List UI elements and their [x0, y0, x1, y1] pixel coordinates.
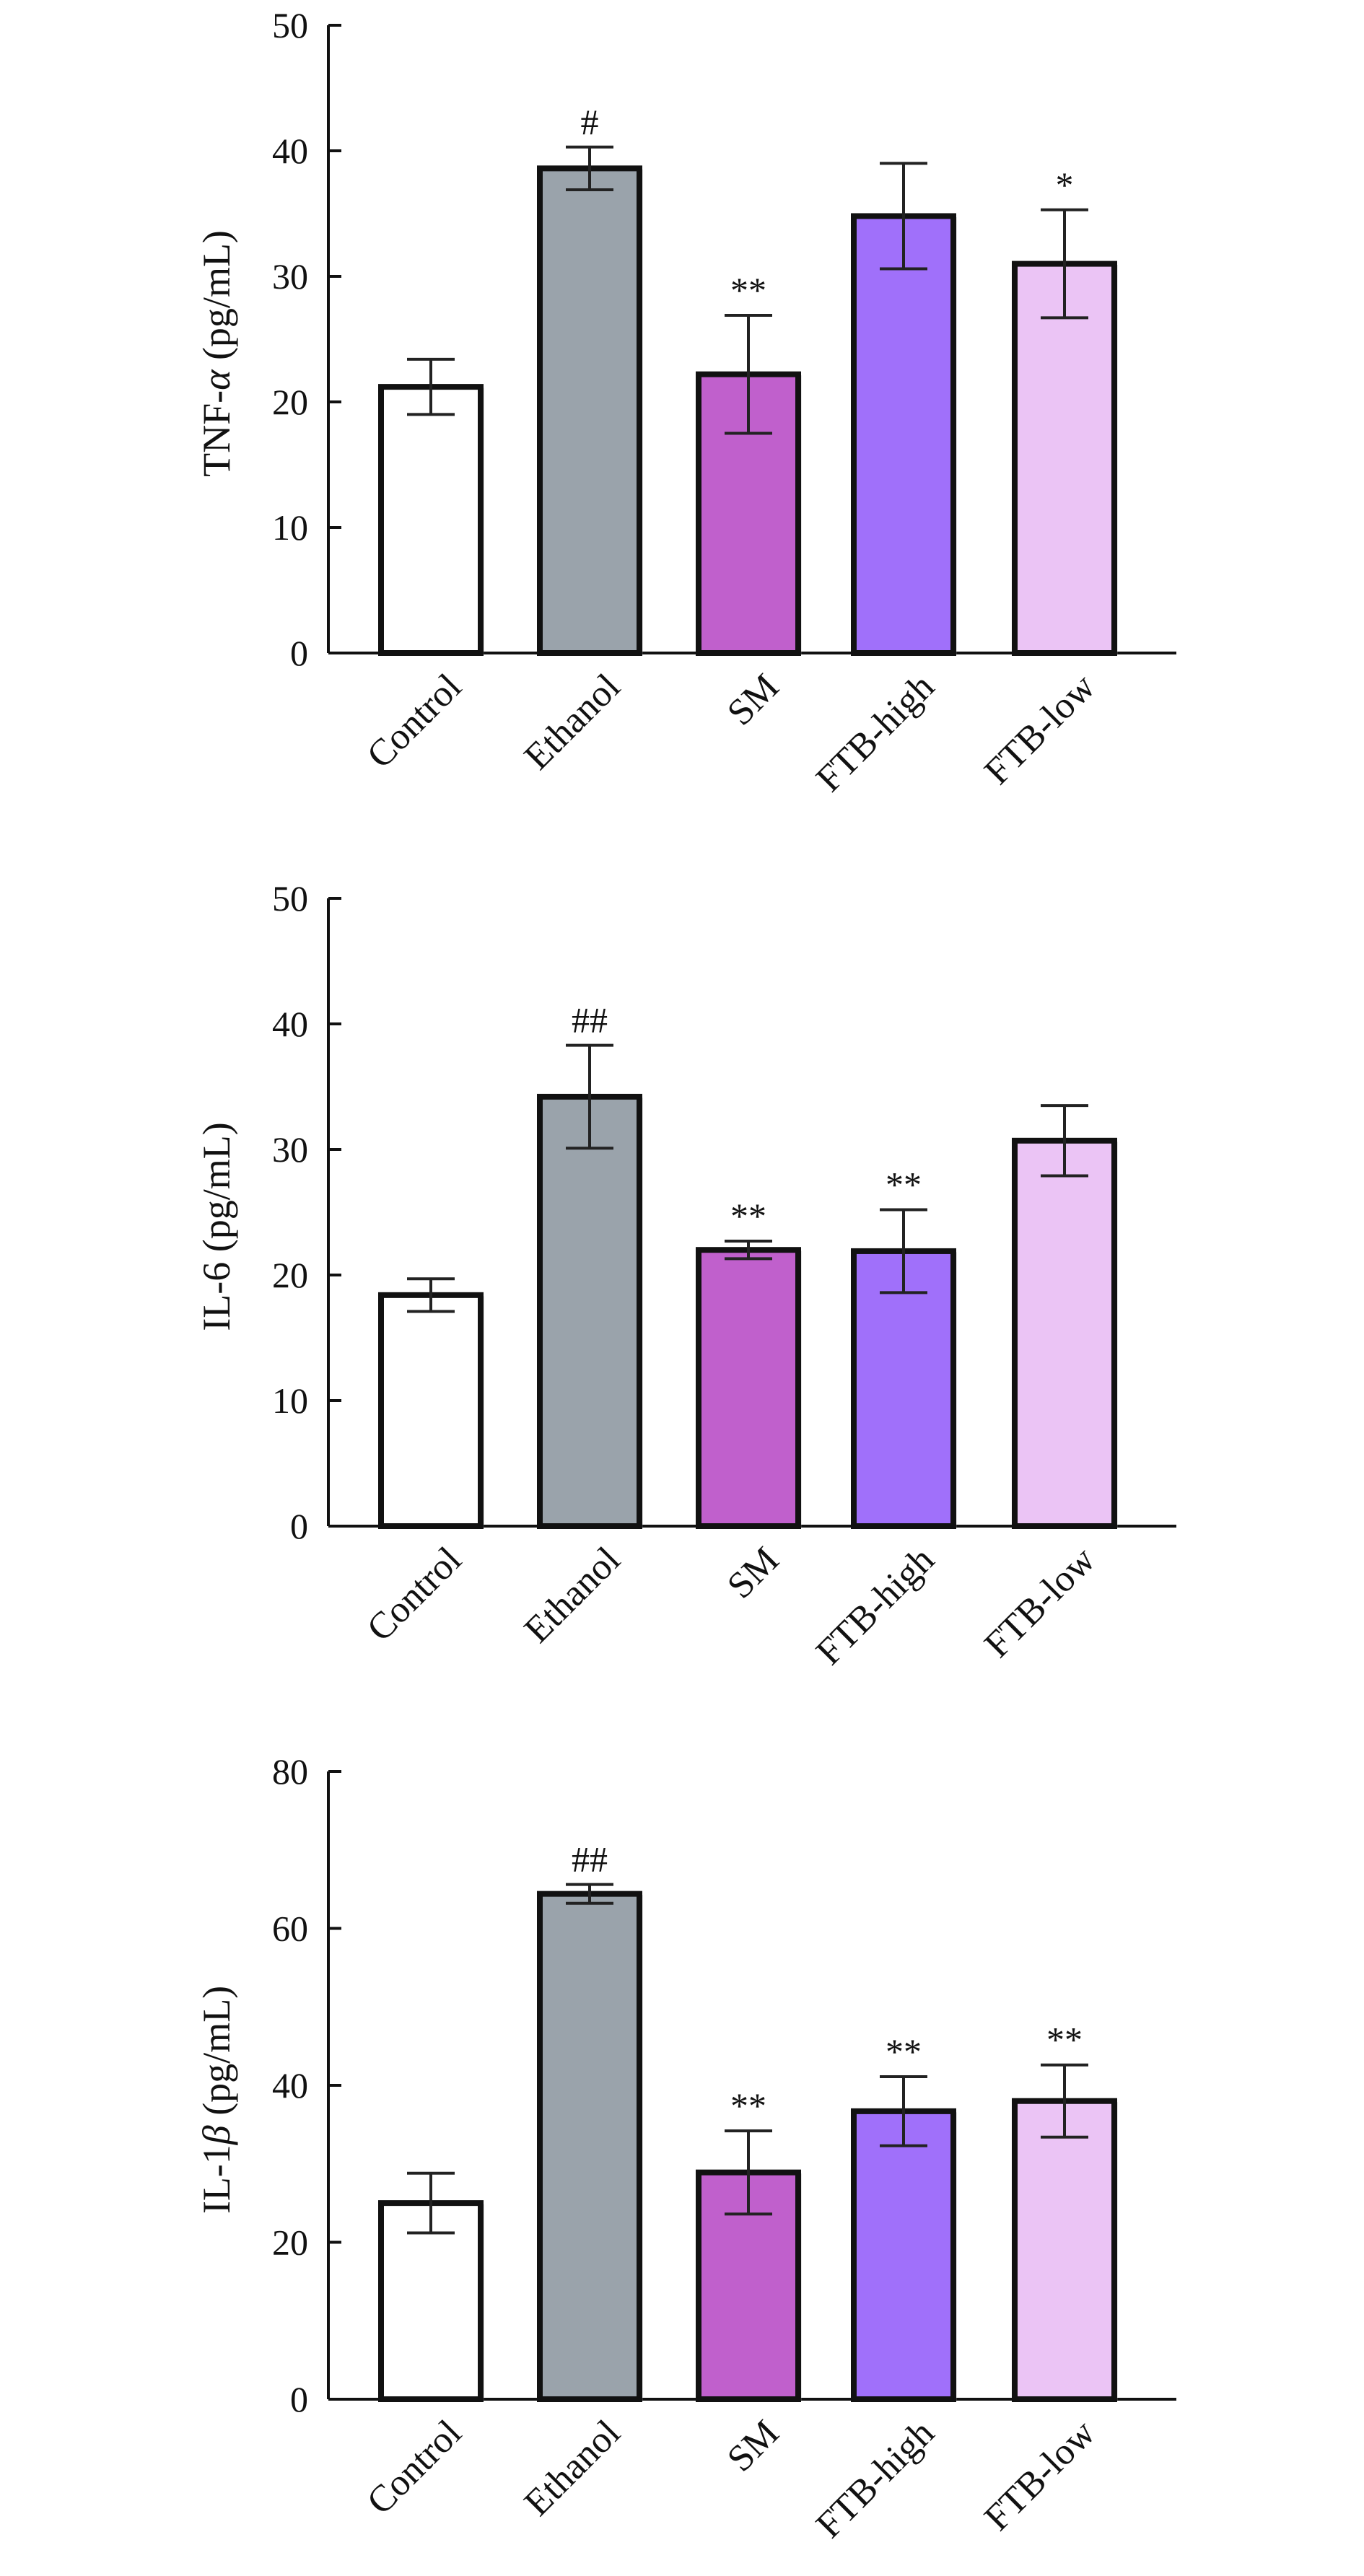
- x-category-label: FTB-high: [808, 666, 942, 799]
- chart-panel-1: 0 10 20 30 40 50 TNF-α (pg/mL) Control # Ethanol *…: [195, 5, 1176, 800]
- significance-marker: **: [730, 2085, 766, 2126]
- y-axis-label-main: TNF-: [195, 390, 238, 477]
- significance-marker: ##: [572, 1000, 608, 1041]
- bar-control: [378, 1292, 484, 1529]
- y-tick-label: 0: [290, 633, 308, 673]
- y-tick-label: 0: [290, 2379, 308, 2419]
- y-tick-label: 10: [272, 1380, 308, 1421]
- y-tick-label: 80: [272, 1751, 308, 1792]
- y-axis-label-main: IL-6: [195, 1262, 238, 1331]
- y-axis-label: IL-1β (pg/mL): [195, 1986, 238, 2214]
- y-axis-label: IL-6 (pg/mL): [195, 1122, 238, 1331]
- x-category-label: FTB-low: [976, 666, 1103, 792]
- x-category-label: Ethanol: [517, 1539, 629, 1651]
- y-tick-label: 0: [290, 1506, 308, 1546]
- bar-sm: [696, 1247, 801, 1529]
- x-category-label: Control: [359, 666, 470, 776]
- bar-ftb-high: [851, 213, 956, 657]
- y-axis-label: TNF-α (pg/mL): [195, 230, 238, 477]
- y-tick-label: 50: [272, 5, 308, 45]
- y-tick-label: 40: [272, 131, 308, 171]
- chart-panel-3: 0 20 40 60 80 IL-1β (pg/mL) Control ## Ethanol **…: [195, 1751, 1176, 2546]
- y-tick-label: 10: [272, 507, 308, 548]
- bar-control: [378, 384, 484, 656]
- bar-control: [378, 2200, 484, 2402]
- x-category-label: Ethanol: [517, 666, 629, 778]
- significance-marker: **: [886, 1165, 922, 1205]
- y-tick-label: 40: [272, 2065, 308, 2106]
- y-axis-label-unit: (pg/mL): [195, 1986, 238, 2125]
- y-axis-label-unit: (pg/mL): [195, 230, 238, 369]
- y-tick-label: 40: [272, 1004, 308, 1044]
- x-category-label: FTB-low: [976, 1539, 1103, 1665]
- significance-marker: *: [1056, 165, 1074, 205]
- y-axis-label-symbol: α: [195, 369, 238, 390]
- y-axis-label-main: IL-1: [195, 2145, 238, 2214]
- chart-panel-2: 0 10 20 30 40 50 IL-6 (pg/mL) Control ## Ethanol *…: [195, 878, 1176, 1673]
- x-category-label: SM: [720, 1539, 787, 1606]
- bar-ftb-high: [851, 2108, 956, 2402]
- bar-ethanol: [537, 1891, 642, 2402]
- bar-ftb-low: [1012, 2098, 1117, 2402]
- x-category-label: FTB-low: [976, 2412, 1103, 2538]
- y-tick-label: 50: [272, 878, 308, 919]
- y-axis-label-symbol: β: [195, 2125, 238, 2145]
- significance-marker: ##: [572, 1839, 608, 1880]
- x-category-label: Control: [359, 1539, 470, 1650]
- significance-marker: **: [886, 2031, 922, 2072]
- x-category-label: Control: [359, 2412, 470, 2523]
- y-tick-label: 20: [272, 1255, 308, 1295]
- bar-ethanol: [537, 1093, 642, 1530]
- significance-marker: **: [730, 270, 766, 310]
- significance-marker: **: [1046, 2020, 1083, 2060]
- significance-marker: **: [730, 1196, 766, 1236]
- bar-ftb-low: [1012, 1137, 1117, 1529]
- bar-ftb-low: [1012, 260, 1117, 657]
- x-category-label: SM: [720, 2412, 787, 2479]
- x-category-label: Ethanol: [517, 2412, 629, 2524]
- bar-ethanol: [537, 165, 642, 657]
- y-tick-label: 30: [272, 1129, 308, 1170]
- y-tick-label: 60: [272, 1909, 308, 1949]
- significance-marker: #: [581, 102, 599, 142]
- y-axis-label-unit: (pg/mL): [195, 1122, 238, 1261]
- x-category-label: FTB-high: [808, 2412, 942, 2546]
- y-tick-label: 20: [272, 382, 308, 422]
- y-tick-label: 30: [272, 256, 308, 297]
- x-category-label: SM: [720, 666, 787, 733]
- x-category-label: FTB-high: [808, 1539, 942, 1673]
- y-tick-label: 20: [272, 2222, 308, 2263]
